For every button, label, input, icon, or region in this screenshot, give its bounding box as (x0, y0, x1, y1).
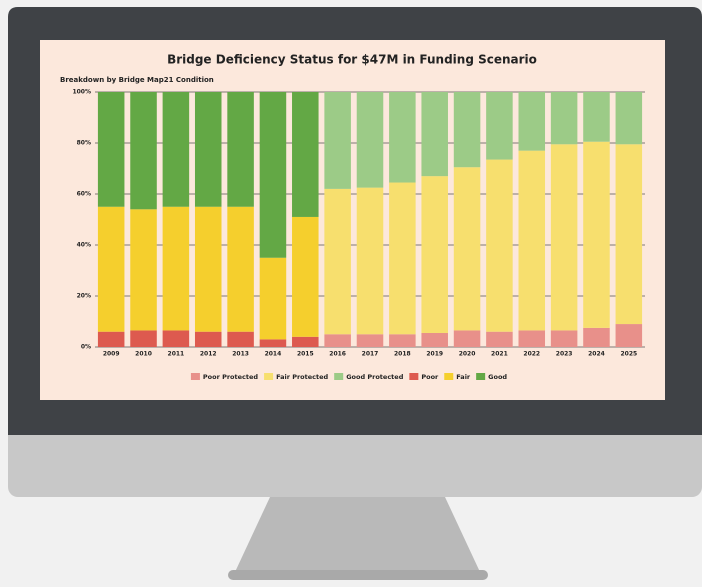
legend-label: Fair Protected (276, 373, 328, 381)
bar-segment (98, 92, 125, 207)
bar-segment (324, 92, 351, 189)
bar-segment (324, 189, 351, 334)
bar-segment (519, 330, 546, 347)
y-tick-label: 60% (77, 191, 91, 198)
legend-label: Poor (421, 373, 439, 381)
legend-label: Fair (456, 373, 471, 381)
legend-swatch (444, 373, 453, 380)
bar-segment (98, 332, 125, 347)
bar-segment (583, 328, 610, 347)
bar-segment (195, 332, 222, 347)
bar-segment (616, 144, 643, 324)
bar-segment (486, 332, 513, 347)
bar-segment (163, 92, 190, 207)
bar-segment (486, 160, 513, 332)
legend-swatch (264, 373, 273, 380)
legend-label: Poor Protected (203, 373, 258, 381)
bar-segment (227, 92, 254, 207)
bar-segment (357, 92, 384, 188)
bar-segment (292, 337, 319, 347)
bar-segment (421, 92, 448, 176)
bar-segment (357, 334, 384, 347)
bar-segment (421, 176, 448, 333)
bar-segment (616, 92, 643, 144)
x-tick-label: 2014 (265, 351, 282, 358)
bar-segment (292, 217, 319, 337)
bar-segment (163, 207, 190, 331)
legend-label: Good (488, 373, 507, 381)
x-tick-label: 2011 (168, 351, 185, 358)
x-tick-label: 2009 (103, 351, 120, 358)
bar-segment (227, 207, 254, 332)
x-tick-label: 2025 (620, 351, 637, 358)
x-tick-label: 2023 (556, 351, 573, 358)
bar-segment (98, 207, 125, 332)
bar-segment (357, 188, 384, 335)
bar-segment (583, 92, 610, 142)
x-tick-label: 2015 (297, 351, 314, 358)
y-tick-label: 40% (77, 242, 91, 249)
bar-segment (551, 92, 578, 144)
bar-segment (454, 92, 481, 167)
y-tick-label: 80% (77, 140, 91, 147)
bar-segment (227, 332, 254, 347)
y-tick-label: 0% (81, 344, 91, 351)
x-tick-label: 2010 (135, 351, 152, 358)
x-tick-label: 2012 (200, 351, 217, 358)
legend-swatch (191, 373, 200, 380)
bar-segment (454, 330, 481, 347)
bar-segment (292, 92, 319, 217)
monitor: Bridge Deficiency Status for $47M in Fun… (0, 0, 702, 583)
legend-swatch (476, 373, 485, 380)
bar-segment (519, 92, 546, 151)
chart-title: Bridge Deficiency Status for $47M in Fun… (167, 53, 537, 67)
bar-segment (389, 334, 416, 347)
bar-segment (389, 183, 416, 335)
bar-segment (130, 92, 157, 209)
legend-label: Good Protected (346, 373, 404, 381)
bar-segment (583, 142, 610, 328)
bar-segment (551, 144, 578, 330)
bar-segment (260, 92, 287, 258)
x-tick-label: 2022 (523, 351, 540, 358)
bar-segment (454, 167, 481, 330)
bar-segment (486, 92, 513, 160)
bar-segment (324, 334, 351, 347)
bar-segment (551, 330, 578, 347)
bar-segment (130, 330, 157, 347)
y-tick-label: 100% (72, 89, 91, 96)
chart-subtitle: Breakdown by Bridge Map21 Condition (60, 76, 214, 84)
x-tick-label: 2016 (329, 351, 346, 358)
bar-segment (260, 339, 287, 347)
bar-segment (389, 92, 416, 183)
bar-segment (421, 333, 448, 347)
bar-segment (616, 324, 643, 347)
monitor-stand (235, 497, 480, 572)
x-tick-label: 2018 (394, 351, 411, 358)
legend-swatch (409, 373, 418, 380)
bar-segment (195, 207, 222, 332)
x-tick-label: 2021 (491, 351, 508, 358)
bar-segment (130, 209, 157, 330)
legend-swatch (334, 373, 343, 380)
page: {"chart_data": {"type": "bar", "stacked"… (0, 0, 702, 587)
bar-segment (260, 258, 287, 340)
x-tick-label: 2013 (232, 351, 249, 358)
y-tick-label: 20% (77, 293, 91, 300)
x-tick-label: 2020 (459, 351, 476, 358)
x-tick-label: 2024 (588, 351, 605, 358)
bar-segment (195, 92, 222, 207)
x-tick-label: 2017 (362, 351, 379, 358)
monitor-base (228, 570, 488, 580)
bar-segment (163, 330, 190, 347)
x-tick-label: 2019 (426, 351, 443, 358)
bar-segment (519, 151, 546, 331)
